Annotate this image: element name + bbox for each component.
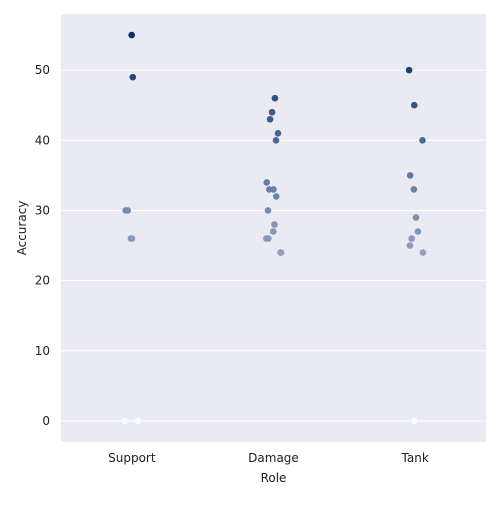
data-point [129,73,137,81]
x-axis-ticks: Support Damage Tank [108,451,429,465]
data-point [272,136,280,144]
data-points [121,31,427,425]
data-point [128,31,135,39]
plot-area [61,14,486,442]
y-axis-label: Accuracy [15,201,29,256]
data-point [269,228,277,235]
data-point [410,101,418,109]
data-point [406,242,414,249]
x-axis-label: Role [261,471,287,485]
data-point [274,129,282,137]
x-tick-label: Support [108,451,156,465]
data-point [419,249,427,256]
data-point [271,221,278,228]
data-point [266,115,274,123]
data-point [128,235,136,242]
data-point [406,172,414,179]
data-point [410,417,418,425]
y-tick-label: 0 [42,414,50,428]
data-point [271,94,279,102]
data-point [405,66,413,74]
y-tick-label: 30 [35,203,50,217]
data-point [121,417,129,425]
data-point [408,235,415,242]
data-point [134,417,142,425]
data-point [263,179,271,186]
data-point [124,207,132,214]
y-tick-label: 50 [35,63,50,77]
data-point [264,207,272,214]
x-tick-label: Tank [401,451,429,465]
data-point [410,186,418,193]
y-axis-ticks: 0 10 20 30 40 50 [35,63,50,428]
y-tick-label: 40 [35,133,50,147]
data-point [272,193,280,200]
y-tick-label: 20 [35,274,50,288]
data-point [419,136,426,144]
data-point [277,249,285,256]
data-point [414,228,422,235]
data-point [265,186,273,193]
data-point [263,235,270,242]
data-point [268,108,276,116]
x-tick-label: Damage [248,451,299,465]
y-tick-label: 10 [35,344,50,358]
data-point [412,214,420,221]
